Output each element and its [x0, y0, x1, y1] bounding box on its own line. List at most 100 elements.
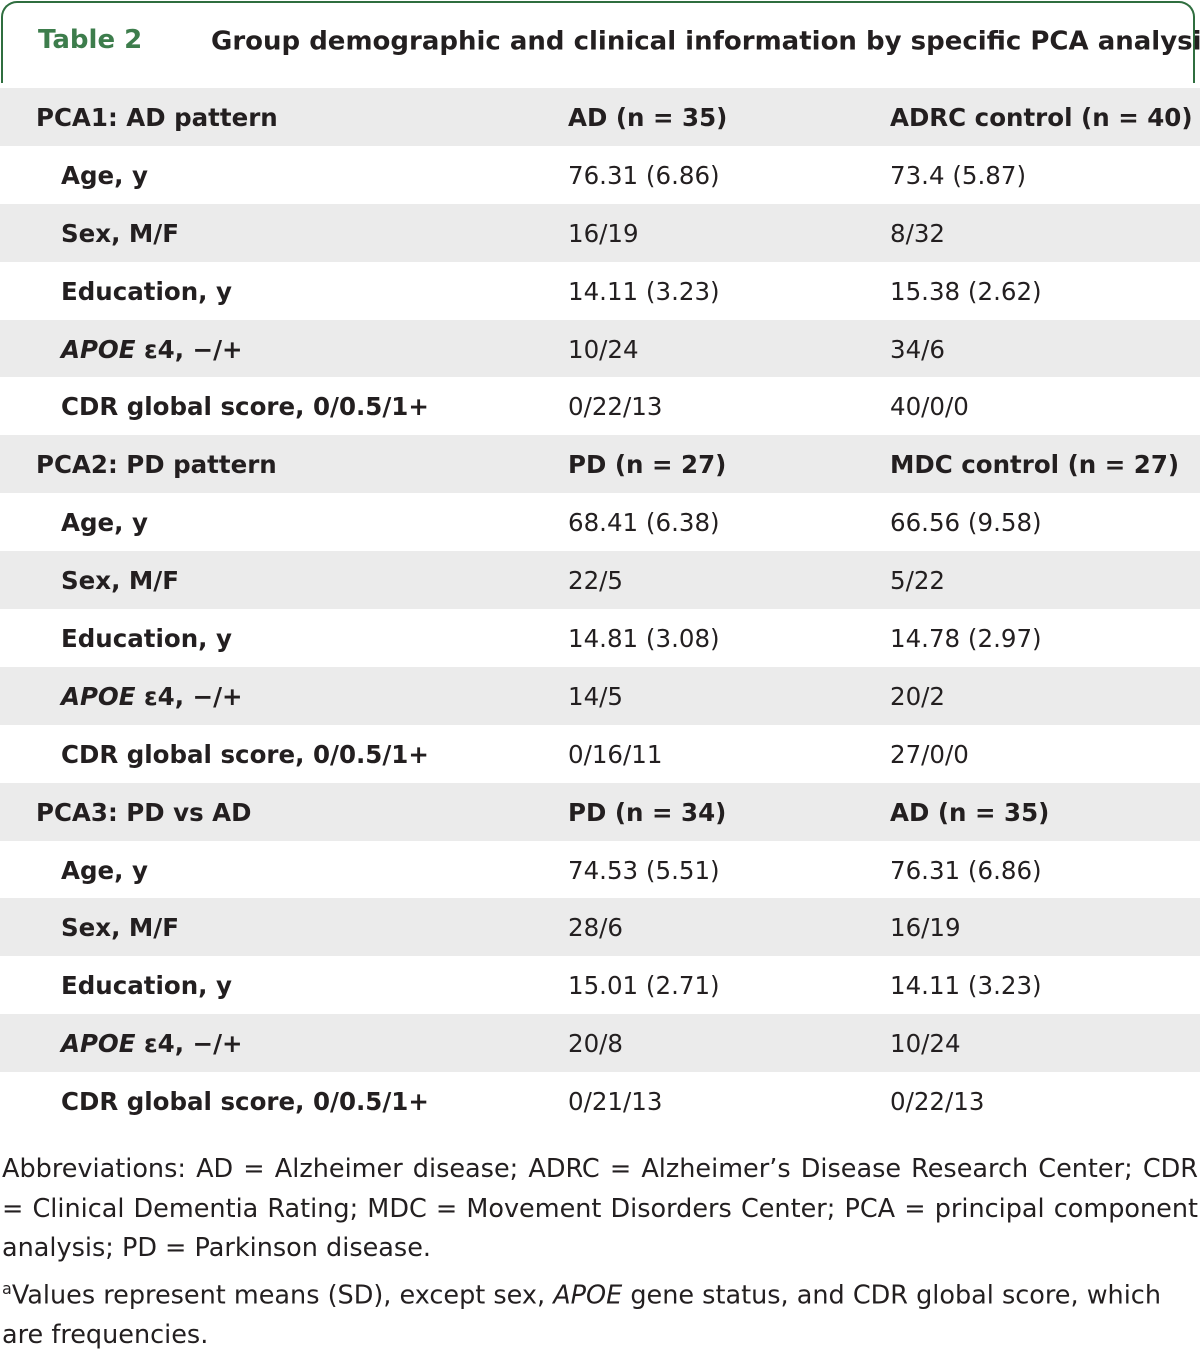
cell: 20/2: [890, 682, 945, 711]
row-label-text: PCA1: AD pattern: [36, 103, 278, 132]
cell: 20/8: [568, 1029, 623, 1058]
cell: 76.31 (6.86): [568, 161, 720, 190]
cell: 16/19: [568, 219, 639, 248]
cell: 27/0/0: [890, 740, 969, 769]
cell: 40/0/0: [890, 392, 969, 421]
row-label-text: Age, y: [61, 508, 148, 537]
row-label-text: Education, y: [61, 971, 232, 1000]
data-row: CDR global score, 0/0.5/1+ 0/21/13 0/22/13: [0, 1072, 1200, 1130]
row-label: Sex, M/F: [61, 566, 179, 595]
cell: AD (n = 35): [568, 103, 727, 132]
cell: AD (n = 35): [890, 798, 1049, 827]
footnote: aValues represent means (SD), except sex…: [2, 1269, 1198, 1355]
cell: 66.56 (9.58): [890, 508, 1042, 537]
data-row: CDR global score, 0/0.5/1+ 0/16/11 27/0/0: [0, 725, 1200, 783]
row-label-text: CDR global score, 0/0.5/1+: [61, 392, 429, 421]
row-label: Education, y: [61, 277, 232, 306]
abbreviations: Abbreviations: AD = Alzheimer disease; A…: [2, 1150, 1198, 1269]
row-label-italic: APOE: [61, 335, 135, 364]
cell: 10/24: [890, 1029, 961, 1058]
row-label: Age, y: [61, 856, 148, 885]
row-label: CDR global score, 0/0.5/1+: [61, 740, 429, 769]
cell: 73.4 (5.87): [890, 161, 1026, 190]
data-row: Age, y 76.31 (6.86) 73.4 (5.87): [0, 146, 1200, 204]
row-label-text: Education, y: [61, 624, 232, 653]
row-label: PCA2: PD pattern: [36, 450, 277, 479]
row-label-text: ε4, −/+: [144, 1029, 243, 1058]
row-label: Sex, M/F: [61, 913, 179, 942]
row-label: APOE ε4, −/+: [61, 335, 243, 364]
data-row: CDR global score, 0/0.5/1+ 0/22/13 40/0/0: [0, 377, 1200, 435]
footnote-text: APOE: [553, 1280, 622, 1310]
group-row: PCA2: PD pattern PD (n = 27) MDC control (…: [0, 435, 1200, 493]
cell: PD (n = 27): [568, 450, 726, 479]
cell: MDC control (n = 27): [890, 450, 1179, 479]
cell: 0/16/11: [568, 740, 662, 769]
row-label-text: PCA2: PD pattern: [36, 450, 277, 479]
cell: 14/5: [568, 682, 623, 711]
cell: 5/22: [890, 566, 945, 595]
footnote-marker: a: [2, 1279, 12, 1298]
group-row: PCA1: AD pattern AD (n = 35) ADRC control …: [0, 88, 1200, 146]
row-label-text: PCA3: PD vs AD: [36, 798, 251, 827]
cell: 10/24: [568, 335, 639, 364]
row-label: Education, y: [61, 624, 232, 653]
row-label: APOE ε4, −/+: [61, 1029, 243, 1058]
row-label: Age, y: [61, 508, 148, 537]
cell: 34/6: [890, 335, 945, 364]
row-label: PCA1: AD pattern: [36, 103, 278, 132]
table: PCA1: AD pattern AD (n = 35) ADRC control …: [0, 88, 1200, 1130]
data-row: APOE ε4, −/+ 14/5 20/2: [0, 667, 1200, 725]
data-row: Education, y 14.81 (3.08) 14.78 (2.97): [0, 609, 1200, 667]
cell: 15.38 (2.62): [890, 277, 1042, 306]
cell: 14.81 (3.08): [568, 624, 720, 653]
cell: 28/6: [568, 913, 623, 942]
data-row: APOE ε4, −/+ 10/24 34/6: [0, 320, 1200, 378]
row-label: Education, y: [61, 971, 232, 1000]
data-row: Education, y 15.01 (2.71) 14.11 (3.23): [0, 956, 1200, 1014]
cell: 0/21/13: [568, 1087, 662, 1116]
row-label: APOE ε4, −/+: [61, 682, 243, 711]
cell: PD (n = 34): [568, 798, 726, 827]
row-label: PCA3: PD vs AD: [36, 798, 251, 827]
cell: 22/5: [568, 566, 623, 595]
data-row: Age, y 68.41 (6.38) 66.56 (9.58): [0, 493, 1200, 551]
table-title: Group demographic and clinical informati…: [211, 25, 1200, 57]
data-row: APOE ε4, −/+ 20/8 10/24: [0, 1014, 1200, 1072]
cell: 76.31 (6.86): [890, 856, 1042, 885]
data-row: Education, y 14.11 (3.23) 15.38 (2.62): [0, 262, 1200, 320]
footnote-text: Values represent means (SD), except sex,: [12, 1280, 553, 1310]
row-label-text: ε4, −/+: [144, 682, 243, 711]
row-label-italic: APOE: [61, 1029, 135, 1058]
cell: 8/32: [890, 219, 945, 248]
row-label-italic: APOE: [61, 682, 135, 711]
row-label: CDR global score, 0/0.5/1+: [61, 1087, 429, 1116]
cell: ADRC control (n = 40): [890, 103, 1193, 132]
cell: 74.53 (5.51): [568, 856, 720, 885]
cell: 0/22/13: [890, 1087, 984, 1116]
group-row: PCA3: PD vs AD PD (n = 34) AD (n = 35): [0, 783, 1200, 841]
data-row: Sex, M/F 22/5 5/22: [0, 551, 1200, 609]
row-label-text: Age, y: [61, 161, 148, 190]
data-row: Age, y 74.53 (5.51) 76.31 (6.86): [0, 841, 1200, 899]
row-label-text: Sex, M/F: [61, 566, 179, 595]
cell: 68.41 (6.38): [568, 508, 720, 537]
footnotes: Abbreviations: AD = Alzheimer disease; A…: [2, 1150, 1198, 1355]
row-label-text: CDR global score, 0/0.5/1+: [61, 740, 429, 769]
cell: 14.78 (2.97): [890, 624, 1042, 653]
row-label-text: CDR global score, 0/0.5/1+: [61, 1087, 429, 1116]
title-text: Group demographic and clinical informati…: [211, 27, 1200, 57]
row-label: Age, y: [61, 161, 148, 190]
cell: 0/22/13: [568, 392, 662, 421]
row-label-text: Sex, M/F: [61, 219, 179, 248]
row-label: Sex, M/F: [61, 219, 179, 248]
cell: 14.11 (3.23): [568, 277, 720, 306]
table-header: Table 2 Group demographic and clinical i…: [1, 1, 1195, 83]
row-label: CDR global score, 0/0.5/1+: [61, 392, 429, 421]
cell: 14.11 (3.23): [890, 971, 1042, 1000]
row-label-text: ε4, −/+: [144, 335, 243, 364]
cell: 15.01 (2.71): [568, 971, 720, 1000]
row-label-text: Age, y: [61, 856, 148, 885]
